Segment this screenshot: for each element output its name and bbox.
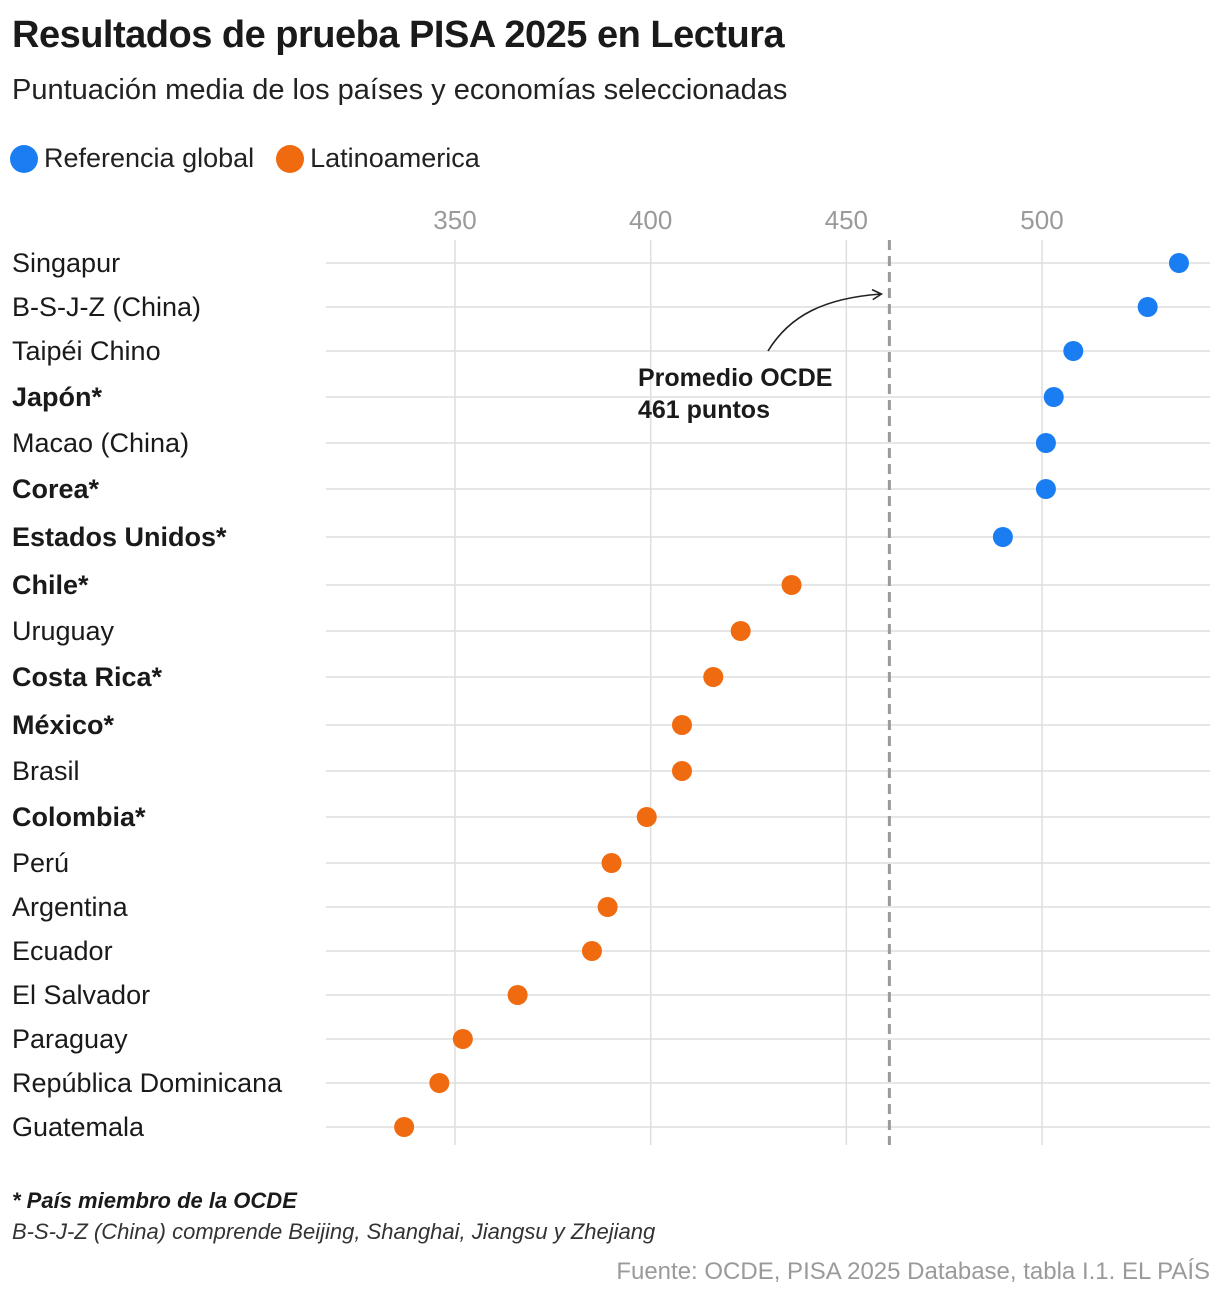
- country-label: Colombia*: [12, 802, 146, 832]
- data-point: [781, 575, 802, 595]
- country-label: Paraguay: [12, 1024, 128, 1054]
- footnote-bsjz: B-S-J-Z (China) comprende Beijing, Shang…: [12, 1219, 656, 1244]
- annotation-arrow: [767, 288, 884, 352]
- footnote-ocde-member: * País miembro de la OCDE: [12, 1188, 297, 1213]
- country-label: Costa Rica*: [12, 662, 163, 692]
- data-point: [703, 667, 724, 687]
- data-point: [992, 527, 1013, 547]
- legend-label-global: Referencia global: [44, 143, 255, 173]
- data-point: [429, 1073, 450, 1093]
- data-point: [636, 807, 657, 827]
- x-tick-label: 450: [825, 205, 868, 235]
- country-label: Singapur: [12, 248, 120, 278]
- country-label: República Dominicana: [12, 1068, 283, 1098]
- country-label: Japón*: [12, 382, 103, 412]
- source-note: Fuente: OCDE, PISA 2025 Database, tabla …: [616, 1258, 1210, 1285]
- country-label: Ecuador: [12, 936, 113, 966]
- x-tick-label: 500: [1020, 205, 1063, 235]
- legend-dot-global: [10, 144, 38, 173]
- data-point: [1063, 341, 1084, 361]
- legend-item-latam: Latinoamerica: [276, 143, 480, 174]
- country-label: Taipéi Chino: [12, 336, 161, 366]
- country-label: Chile*: [12, 570, 89, 600]
- data-point: [671, 761, 692, 781]
- country-label: Macao (China): [12, 428, 189, 458]
- x-tick-label: 350: [433, 205, 476, 235]
- x-tick-label: 400: [629, 205, 672, 235]
- country-label: B-S-J-Z (China): [12, 292, 201, 322]
- country-label: Uruguay: [12, 616, 115, 646]
- data-point: [507, 985, 528, 1005]
- data-point: [671, 715, 692, 735]
- country-label: Guatemala: [12, 1112, 145, 1142]
- data-point: [597, 897, 618, 917]
- data-point: [1043, 387, 1064, 407]
- country-label: Brasil: [12, 756, 80, 786]
- data-point: [601, 853, 622, 873]
- legend-dot-latam: [276, 144, 305, 173]
- data-point: [1168, 253, 1189, 273]
- legend: Referencia global Latinoamerica: [10, 143, 502, 174]
- data-point: [452, 1029, 473, 1049]
- data-point: [1137, 297, 1158, 317]
- annotation-line2: 461 puntos: [638, 396, 770, 424]
- data-point: [394, 1117, 415, 1137]
- data-point: [581, 941, 602, 961]
- country-label: Corea*: [12, 474, 100, 504]
- data-point: [1035, 479, 1056, 499]
- country-label: Argentina: [12, 892, 129, 922]
- legend-item-global: Referencia global: [10, 143, 254, 174]
- chart-subtitle: Puntuación media de los países y economí…: [12, 74, 788, 106]
- annotation-line1: Promedio OCDE: [638, 364, 832, 392]
- data-point: [1035, 433, 1056, 453]
- country-label: Perú: [12, 848, 69, 878]
- country-label: El Salvador: [12, 980, 150, 1010]
- country-label: Estados Unidos*: [12, 522, 227, 552]
- legend-label-latam: Latinoamerica: [310, 143, 480, 173]
- data-point: [730, 621, 751, 641]
- chart-title: Resultados de prueba PISA 2025 en Lectur…: [12, 14, 785, 56]
- country-label: México*: [12, 710, 115, 740]
